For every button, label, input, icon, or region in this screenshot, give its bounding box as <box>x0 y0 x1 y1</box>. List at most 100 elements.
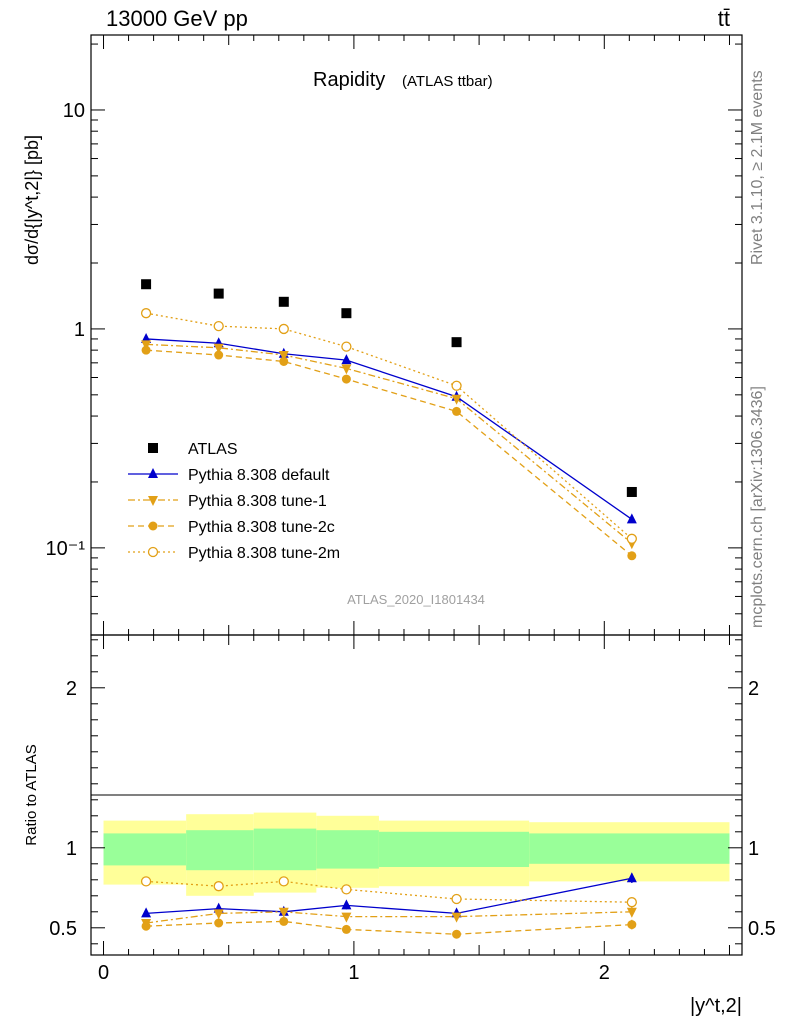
series-line <box>146 338 633 520</box>
series-line <box>146 349 633 557</box>
ratio-line <box>146 920 632 935</box>
ratio-y-tick-label-right: 2 <box>748 678 759 700</box>
main-subtitle: (ATLAS ttbar) <box>402 73 493 90</box>
ratio-point <box>341 924 351 934</box>
band-inner <box>529 833 730 864</box>
ratio-series-layer <box>140 872 637 939</box>
y-tick-label: 1 <box>74 319 85 341</box>
legend-marker <box>148 496 158 506</box>
main-title: Rapidity <box>313 69 385 91</box>
data-point <box>626 513 637 524</box>
series-line <box>145 312 633 540</box>
ratio-series-2 <box>141 916 637 939</box>
main-panel: 10⁻¹ 1 10 Rapidity (ATLAS ttbar) ATLAS_202… <box>22 34 743 636</box>
band-inner <box>186 830 254 871</box>
main-axis-ticks: 10⁻¹ 1 10 <box>46 35 742 636</box>
ratio-point <box>140 876 152 887</box>
ratio-series-3 <box>140 876 637 908</box>
series-line <box>146 343 633 544</box>
data-point <box>341 354 352 365</box>
data-point <box>626 533 637 544</box>
data-point <box>278 296 289 307</box>
band-inner <box>253 828 317 871</box>
data-point <box>140 308 152 319</box>
ratio-y-tick-label-right: 0.5 <box>748 918 776 940</box>
data-point <box>341 341 352 352</box>
header-right: tt̄ <box>718 6 730 31</box>
data-point <box>626 486 637 497</box>
ratio-point <box>213 909 224 920</box>
mcplots-label: mcplots.cern.ch [arXiv:1306.3436] <box>749 386 766 628</box>
series-0 <box>141 279 637 497</box>
watermark: ATLAS_2020_I1801434 <box>347 592 485 607</box>
ratio-point <box>626 907 637 918</box>
series-3 <box>141 345 637 561</box>
data-point <box>278 323 289 335</box>
ratio-y-label: Ratio to ATLAS <box>23 744 40 845</box>
ratio-point <box>341 912 352 923</box>
data-point <box>213 343 224 354</box>
x-tick-label: 0 <box>98 962 109 984</box>
ratio-y-tick-label: 1 <box>66 838 77 860</box>
ratio-line <box>146 880 632 903</box>
band-inner <box>316 830 379 869</box>
ratio-y-tick-label: 2 <box>66 678 77 700</box>
band-inner <box>103 833 187 866</box>
ratio-point <box>452 929 462 939</box>
data-point <box>451 380 462 391</box>
legend-entry: Pythia 8.308 default <box>128 467 330 484</box>
ratio-line <box>145 911 632 924</box>
legend-marker <box>148 443 158 453</box>
ratio-line <box>146 877 632 915</box>
legend-label: Pythia 8.308 default <box>188 467 330 484</box>
ratio-y-tick-label: 0.5 <box>49 918 77 940</box>
main-y-label: dσ/d{|y^t,2|} [pb] <box>22 135 42 265</box>
y-tick-label: 10⁻¹ <box>46 538 86 560</box>
legend-entry: Pythia 8.308 tune-2c <box>128 519 335 536</box>
ratio-point <box>141 921 151 931</box>
data-point <box>452 406 462 416</box>
ratio-point <box>627 920 637 930</box>
ratio-point <box>279 916 289 926</box>
ratio-bands <box>103 812 730 896</box>
y-tick-label: 10 <box>63 100 85 122</box>
data-point <box>214 350 224 360</box>
data-point <box>279 356 289 366</box>
data-point <box>627 551 637 561</box>
legend-entry: Pythia 8.308 tune-2m <box>128 545 340 562</box>
data-point <box>213 288 224 299</box>
series-4 <box>140 308 637 544</box>
legend-label: Pythia 8.308 tune-2m <box>188 545 340 562</box>
data-point <box>451 337 462 348</box>
legend-entry: Pythia 8.308 tune-1 <box>128 493 327 510</box>
ratio-panel: 0.5 0.5 1 1 2 2 0 1 2 Ratio to ATLAS |y^t,2| <box>23 634 776 1017</box>
data-point <box>451 394 462 405</box>
x-tick-label: 1 <box>348 962 359 984</box>
band-inner <box>378 831 530 867</box>
data-point <box>341 374 351 384</box>
ratio-frame <box>90 634 743 956</box>
x-axis-label: |y^t,2| <box>690 995 742 1017</box>
ratio-point <box>214 918 224 928</box>
x-tick-label: 2 <box>599 962 610 984</box>
ratio-point <box>451 893 462 905</box>
ratio-point <box>451 912 462 923</box>
legend-marker <box>148 521 158 531</box>
main-series-layer <box>140 279 637 561</box>
data-point <box>141 345 151 355</box>
ratio-axis-ticks: 0.5 0.5 1 1 2 2 0 1 2 <box>49 635 776 984</box>
legend-label: Pythia 8.308 tune-1 <box>188 493 327 510</box>
ratio-point <box>626 872 637 883</box>
data-point <box>141 340 152 351</box>
rivet-label: Rivet 3.1.10, ≥ 2.1M events <box>749 70 766 265</box>
ratio-point <box>141 907 152 918</box>
ratio-point <box>341 899 352 910</box>
ratio-point <box>213 881 224 892</box>
ratio-point <box>278 876 289 887</box>
data-point <box>213 320 224 332</box>
legend-marker <box>148 468 158 478</box>
legend-label: Pythia 8.308 tune-2c <box>188 519 335 536</box>
ratio-point <box>278 907 289 918</box>
data-point <box>141 279 152 290</box>
